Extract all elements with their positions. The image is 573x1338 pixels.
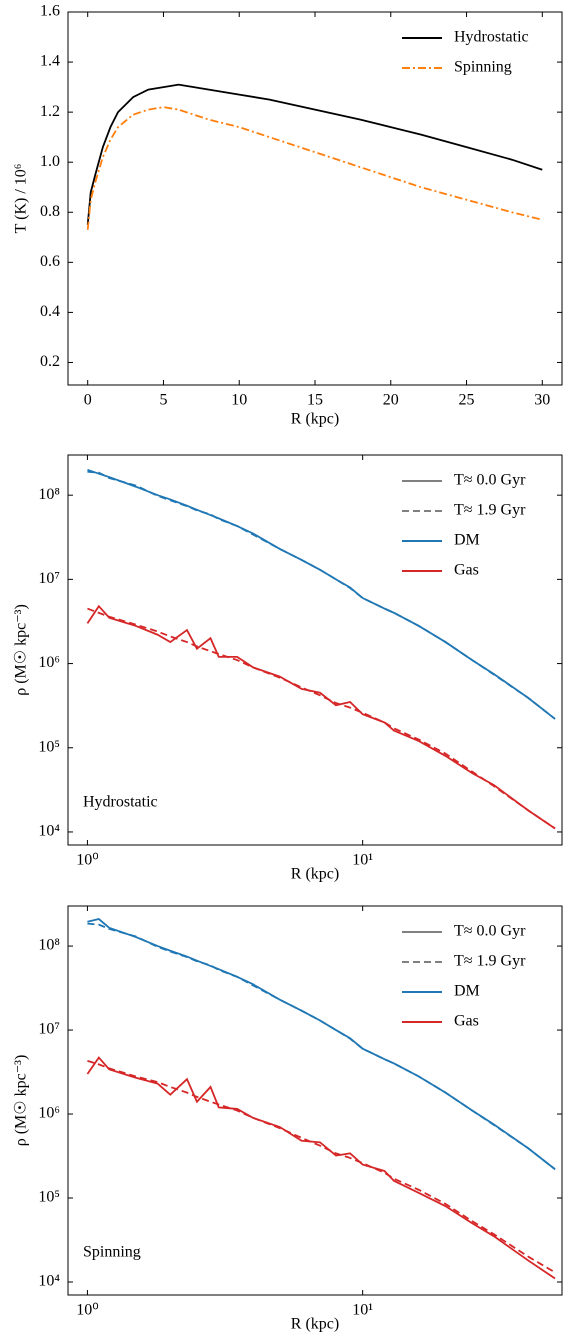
x-axis-label: R (kpc) [291, 411, 339, 428]
x-tick-label: 25 [459, 392, 475, 409]
x-tick-label: 10 [231, 392, 247, 409]
y-tick-label: 0.6 [40, 253, 60, 270]
data-line [87, 1059, 556, 1274]
data-line [86, 1056, 556, 1280]
legend-label: DM [454, 983, 480, 1000]
x-tick-label: 0 [84, 392, 92, 409]
x-tick-label: 10¹ [352, 1302, 373, 1319]
x-tick-label: 10¹ [352, 852, 373, 869]
y-axis-label: ρ (M☉ kpc⁻³) [13, 1055, 30, 1147]
y-tick-label: 10⁸ [38, 937, 60, 954]
y-tick-label: 1.4 [40, 53, 60, 70]
data-line [87, 922, 556, 1170]
y-tick-label: 0.8 [40, 203, 60, 220]
y-tick-label: 10⁷ [38, 1021, 60, 1038]
y-tick-label: 10⁸ [38, 486, 60, 503]
y-tick-label: 1.2 [40, 103, 60, 120]
y-tick-label: 10⁷ [38, 570, 60, 587]
legend-label: Spinning [454, 59, 512, 76]
x-tick-label: 10⁰ [76, 852, 98, 869]
data-line [87, 470, 556, 720]
y-tick-label: 0.2 [40, 353, 60, 370]
data-line [86, 83, 543, 225]
y-axis-label: ρ (M☉ kpc⁻³) [13, 604, 30, 696]
y-tick-label: 10⁵ [38, 1189, 60, 1206]
legend-label: Gas [454, 1013, 479, 1030]
y-axis-label: T (K) / 10⁶ [13, 164, 30, 234]
x-axis-label: R (kpc) [291, 1316, 339, 1333]
panel-annotation: Hydrostatic [83, 794, 158, 811]
panel-annotation: Spinning [83, 1244, 141, 1261]
legend-label: Hydrostatic [454, 29, 529, 46]
data-line [86, 106, 543, 230]
y-tick-label: 0.4 [40, 303, 60, 320]
plot-frame [67, 905, 563, 1296]
x-axis-label: R (kpc) [291, 866, 339, 883]
legend-label: T≈ 0.0 Gyr [454, 472, 526, 489]
legend-label: Gas [454, 562, 479, 579]
legend-label: T≈ 0.0 Gyr [454, 923, 526, 940]
x-tick-label: 15 [307, 392, 323, 409]
x-tick-label: 20 [383, 392, 399, 409]
y-tick-label: 1.0 [40, 153, 60, 170]
legend-label: T≈ 1.9 Gyr [454, 502, 526, 519]
x-tick-label: 30 [534, 392, 550, 409]
y-tick-label: 10⁴ [38, 823, 60, 840]
y-tick-label: 10⁴ [38, 1273, 60, 1290]
plot-frame [67, 454, 563, 846]
y-tick-label: 1.6 [40, 3, 60, 20]
legend-label: DM [454, 532, 480, 549]
y-tick-label: 10⁵ [38, 738, 60, 755]
legend-label: T≈ 1.9 Gyr [454, 953, 526, 970]
x-tick-label: 10⁰ [76, 1302, 98, 1319]
data-line [86, 604, 556, 830]
y-tick-label: 10⁶ [38, 654, 60, 671]
x-tick-label: 5 [159, 392, 167, 409]
y-tick-label: 10⁶ [38, 1105, 60, 1122]
